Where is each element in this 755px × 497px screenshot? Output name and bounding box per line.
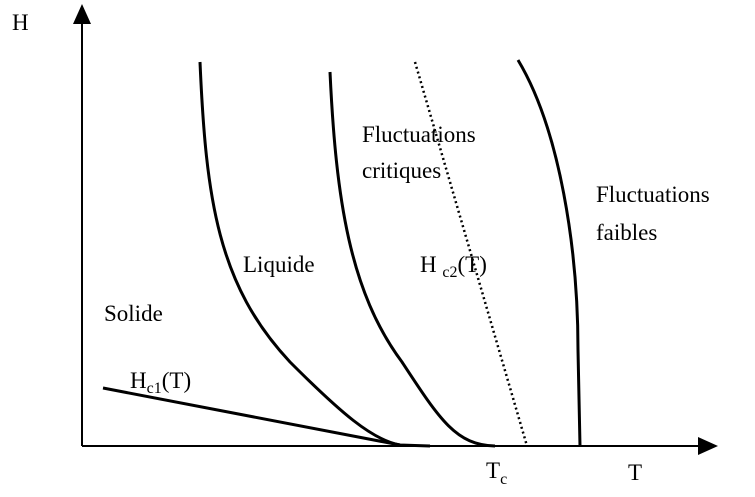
hc2-sub: c2 bbox=[442, 264, 457, 281]
weak-label-2: faibles bbox=[596, 220, 657, 245]
hc1-sub: c1 bbox=[147, 380, 162, 397]
tc-label: Tc bbox=[486, 458, 507, 488]
weak-fluct-curve bbox=[516, 59, 582, 447]
melting-curve bbox=[198, 61, 431, 448]
hc2-line bbox=[413, 61, 529, 447]
critical-label-1: Fluctuations bbox=[362, 122, 476, 147]
crossover-curve bbox=[328, 71, 496, 448]
x-label: T bbox=[628, 460, 642, 485]
y-arrow bbox=[73, 4, 91, 24]
liquid-label: Liquide bbox=[243, 252, 315, 277]
hc1-label: Hc1(T) bbox=[130, 368, 191, 397]
hc2-label: H c2(T) bbox=[420, 252, 487, 281]
hc1-line bbox=[102, 386, 401, 447]
y-label: H bbox=[12, 10, 29, 35]
hc1-base: H bbox=[130, 368, 147, 393]
critical-label-2: critiques bbox=[362, 158, 441, 183]
x-arrow bbox=[698, 437, 718, 455]
hc2-suffix: (T) bbox=[457, 252, 486, 277]
tc-base: T bbox=[486, 458, 500, 483]
hc1-suffix: (T) bbox=[162, 368, 191, 393]
hc2-base: H bbox=[420, 252, 442, 277]
solid-label: Solide bbox=[104, 301, 163, 326]
tc-sub: c bbox=[500, 471, 507, 488]
weak-label-1: Fluctuations bbox=[596, 182, 710, 207]
